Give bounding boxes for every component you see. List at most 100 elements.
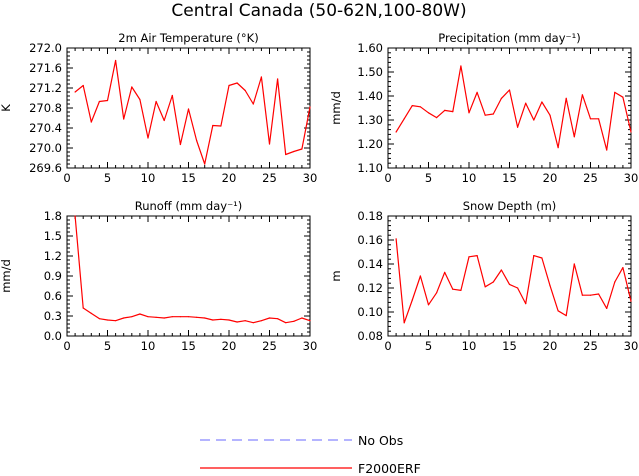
y-tick-label: 1.30 (357, 113, 383, 127)
data-point (244, 320, 246, 322)
data-point (244, 89, 246, 92)
data-point (131, 86, 133, 88)
data-point (98, 100, 100, 103)
data-point (411, 299, 413, 301)
data-point (82, 307, 84, 309)
data-point (293, 320, 295, 322)
data-point (228, 319, 230, 321)
data-point (436, 292, 438, 294)
x-tick-label: 20 (543, 339, 558, 353)
x-tick-label: 20 (222, 339, 237, 353)
data-point (630, 131, 632, 133)
data-point (403, 118, 405, 120)
data-point (598, 293, 600, 295)
data-point (476, 91, 478, 93)
data-point (492, 281, 494, 283)
data-point (196, 139, 198, 142)
data-point (260, 320, 262, 322)
series-line-f2000erf (74, 59, 311, 165)
data-point (541, 257, 543, 259)
plot-frame (387, 215, 632, 337)
data-point (484, 114, 486, 116)
x-tick-label: 25 (583, 171, 598, 185)
data-point (468, 256, 470, 258)
data-point (557, 310, 559, 312)
y-tick-label: 0.10 (357, 305, 383, 319)
x-tick-label: 10 (141, 171, 156, 185)
legend-model-label: F2000ERF (358, 461, 421, 476)
data-point (236, 82, 238, 84)
panel-title: 2m Air Temperature (°K) (118, 31, 258, 45)
data-point (285, 322, 287, 324)
data-point (301, 148, 303, 150)
x-tick-label: 20 (222, 171, 237, 185)
y-tick-label: 269.6 (29, 161, 62, 175)
data-point (220, 125, 222, 127)
series-line-f2000erf (395, 238, 632, 324)
y-tick-label: 0.9 (44, 269, 62, 283)
data-point (436, 117, 438, 119)
data-point (212, 124, 214, 127)
data-point (163, 317, 165, 319)
data-point (549, 285, 551, 287)
panel-temperature: 2m Air Temperature (°K) K 0 5 10 15 20 25 30 269.… (0, 31, 317, 185)
data-point (589, 294, 592, 296)
data-point (541, 101, 543, 103)
data-point (98, 318, 100, 320)
data-point (252, 322, 254, 324)
y-tick-label: 1.5 (44, 229, 62, 243)
y-tick-label: 0.16 (357, 233, 383, 247)
y-tick-label: 0.12 (357, 281, 383, 295)
x-tick-label: 25 (583, 339, 598, 353)
data-point (525, 102, 527, 104)
data-point (484, 286, 486, 288)
y-tick-label: 1.8 (44, 209, 62, 223)
data-point (268, 317, 271, 319)
x-tick-label: 0 (384, 171, 391, 185)
data-point (598, 118, 600, 120)
data-point (139, 313, 141, 315)
legend-obs-label: No Obs (358, 433, 403, 448)
data-point (630, 300, 632, 302)
data-point (622, 267, 624, 269)
y-tick-label: 1.60 (357, 41, 383, 55)
y-axis-label: mm/d (329, 91, 343, 125)
data-point (82, 84, 84, 87)
data-point (565, 315, 567, 317)
y-tick-label: 0.14 (357, 257, 383, 271)
data-point (171, 94, 173, 97)
data-point (444, 109, 446, 111)
data-point (549, 114, 551, 116)
data-point (268, 143, 271, 145)
data-point (427, 304, 430, 306)
legend: No Obs F2000ERF (200, 433, 421, 476)
data-point (90, 312, 92, 314)
x-tick-label: 5 (104, 339, 111, 353)
y-tick-label: 270.8 (29, 101, 62, 115)
data-point (293, 150, 295, 153)
figure-title: Central Canada (50-62N,100-80W) (171, 1, 466, 21)
y-tick-label: 0.6 (44, 289, 62, 303)
data-point (452, 288, 454, 290)
y-tick-label: 1.50 (357, 65, 383, 79)
data-point (419, 106, 421, 108)
data-point (277, 78, 279, 80)
y-axis-label: K (0, 104, 13, 112)
data-point (557, 147, 559, 149)
x-tick-label: 10 (462, 171, 477, 185)
data-point (427, 112, 430, 114)
data-point (606, 149, 608, 151)
x-tick-label: 5 (104, 171, 111, 185)
series-line-f2000erf (74, 215, 311, 324)
data-point (508, 283, 511, 285)
data-point (468, 112, 470, 114)
data-point (228, 84, 230, 87)
data-point (277, 318, 279, 320)
data-point (492, 113, 494, 115)
data-point (395, 131, 397, 133)
y-tick-label: 1.20 (357, 137, 383, 151)
data-point (614, 91, 616, 93)
data-point (285, 153, 287, 156)
panel-precipitation: Precipitation (mm day⁻¹) mm/d 0 5 10 15 20 25 30… (329, 31, 638, 185)
x-tick-label: 15 (502, 339, 517, 353)
